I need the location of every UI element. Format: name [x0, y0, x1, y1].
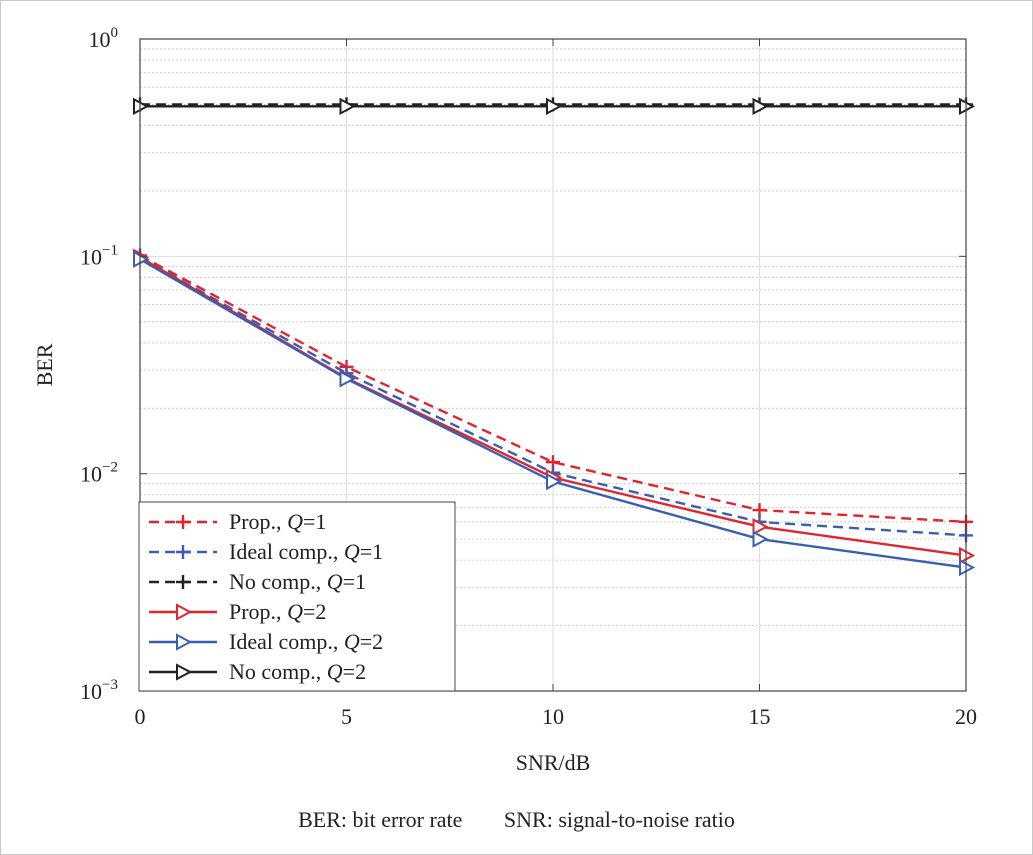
triangle-marker — [176, 633, 193, 651]
y-tick-exponent: −3 — [102, 677, 118, 693]
x-tick-label: 5 — [341, 704, 352, 729]
series-layer — [133, 97, 976, 577]
legend-label: Ideal comp., Q=2 — [229, 629, 383, 654]
triangle-marker — [546, 472, 563, 491]
legend-item-6: No comp., Q=2 — [149, 659, 366, 684]
legend-label: Ideal comp., Q=1 — [229, 539, 383, 564]
y-axis-label: BER — [32, 343, 57, 386]
triangle-marker — [176, 603, 193, 621]
y-tick-label: 10−3 — [80, 677, 118, 704]
y-tick-exponent: 0 — [111, 25, 119, 41]
triangle-marker — [752, 518, 769, 536]
plus-marker — [176, 575, 190, 589]
x-tick-label: 10 — [542, 704, 564, 729]
triangle-marker — [546, 97, 563, 116]
legend-label: No comp., Q=2 — [229, 659, 366, 684]
legend-label: No comp., Q=1 — [229, 569, 366, 594]
legend-item-5: Ideal comp., Q=2 — [149, 629, 383, 654]
legend-label: Prop., Q=1 — [229, 509, 326, 534]
y-tick-label: 100 — [89, 25, 119, 52]
legend-label: Prop., Q=2 — [229, 599, 326, 624]
x-tick-label: 15 — [749, 704, 771, 729]
legend-item-2: Ideal comp., Q=1 — [149, 539, 383, 564]
legend-item-4: Prop., Q=2 — [149, 599, 326, 624]
legend-item-3: No comp., Q=1 — [149, 569, 366, 594]
caption-snr: SNR: signal-to-noise ratio — [503, 807, 735, 832]
legend: Prop., Q=1 Ideal comp., Q=1 No comp., Q=1 P… — [138, 501, 456, 692]
triangle-marker — [752, 530, 769, 548]
y-tick-label: 10−1 — [80, 242, 118, 269]
plus-marker — [752, 503, 767, 518]
legend-item-1: Prop., Q=1 — [149, 509, 326, 534]
figure-caption: BER: bit error rate SNR: signal-to-noise… — [0, 807, 1033, 833]
plus-marker — [176, 515, 190, 529]
y-tick-exponent: −2 — [102, 460, 118, 476]
triangle-marker — [752, 97, 769, 116]
x-tick-label: 0 — [135, 704, 146, 729]
caption-ber: BER: bit error rate — [298, 807, 463, 832]
y-tick-exponent: −1 — [102, 242, 118, 258]
triangle-marker — [339, 97, 356, 116]
y-tick-label: 10−2 — [80, 460, 118, 487]
series-line — [139, 254, 967, 524]
legend-box — [138, 501, 456, 692]
plus-marker — [176, 545, 190, 559]
triangle-marker — [339, 370, 356, 388]
ber-chart: 0 5 10 15 20 100 10−1 10−2 10−3 SNR/dB BER Prop.… — [32, 25, 977, 775]
x-axis-label: SNR/dB — [516, 750, 591, 775]
x-tick-label: 20 — [955, 704, 977, 729]
triangle-marker — [176, 663, 193, 681]
